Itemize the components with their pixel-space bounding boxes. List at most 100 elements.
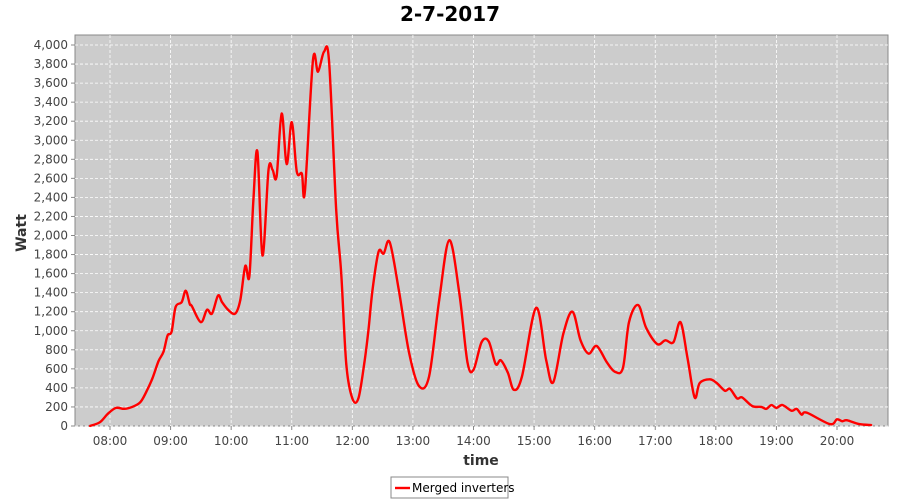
data-point [199,321,202,324]
y-tick-label: 1,000 [34,324,68,338]
y-tick-label: 4,000 [34,38,68,52]
data-point [340,272,343,275]
y-tick-label: 1,800 [34,248,68,262]
x-tick-label: 20:00 [820,434,855,448]
data-point [728,387,731,390]
y-axis-label: Watt [14,214,30,252]
x-tick-label: 15:00 [517,434,552,448]
data-point [741,396,744,399]
data-point [562,332,565,335]
data-point [217,294,220,297]
data-point [693,396,696,399]
data-point [605,361,608,364]
data-point [311,59,314,62]
y-tick-label: 1,600 [34,267,68,281]
y-tick-label: 1,200 [34,305,68,319]
series-points [88,50,873,427]
data-point [770,404,773,407]
data-point [686,357,689,360]
data-point [800,413,803,416]
legend: Merged inverters [390,476,515,499]
x-tick-label: 16:00 [577,434,612,448]
data-point [637,304,640,307]
x-tick-label: 18:00 [699,434,734,448]
data-point [275,175,278,178]
y-tick-label: 2,800 [34,152,68,166]
x-tick-label: 19:00 [759,434,794,448]
data-point [166,334,169,337]
y-tick-label: 600 [45,362,68,376]
y-tick-label: 800 [45,343,68,357]
x-tick-label: 08:00 [93,434,128,448]
data-point [248,275,251,278]
data-point [494,363,497,366]
data-point [438,299,441,302]
x-axis: 08:00 09:00 10:00 11:00 12:00 13:00 14:00 15:00… [93,426,855,448]
y-tick-label: 1,400 [34,286,68,300]
data-point [613,370,616,373]
data-point [841,420,844,423]
data-point [345,363,348,366]
x-axis-label: time [463,453,499,469]
data-point [151,377,154,380]
data-point [145,390,148,393]
data-point [480,341,483,344]
data-point [571,310,574,313]
data-point [290,121,293,124]
data-point [367,328,370,331]
data-point [828,423,831,426]
y-tick-label: 2,200 [34,209,68,223]
data-point [836,418,838,421]
data-point [261,254,264,257]
data-point [184,289,187,292]
data-point [256,150,259,153]
y-tick-label: 200 [45,400,68,414]
data-point [579,339,582,342]
data-point [285,163,288,166]
data-point [252,199,255,202]
data-point [587,352,590,355]
data-point [157,360,160,363]
x-tick-label: 10:00 [214,434,249,448]
data-point [190,304,193,307]
y-axis: 0 200 400 600 800 1,000 1,200 1,400 1,600 1,800 2,… [34,38,75,433]
data-point [765,407,768,410]
x-tick-label: 13:00 [396,434,431,448]
data-point [723,389,726,392]
data-point [371,288,374,291]
data-point [88,425,91,427]
y-tick-label: 2,600 [34,171,68,185]
data-point [708,378,711,381]
x-tick-label: 17:00 [638,434,673,448]
data-point [98,421,101,424]
data-point [499,359,502,362]
data-point [115,406,118,409]
data-point [805,411,808,414]
data-point [131,405,134,408]
data-point [870,424,873,427]
data-point [300,172,303,175]
data-point [363,361,366,364]
data-point [715,382,718,385]
data-point [351,397,354,400]
data-point [552,381,555,384]
data-point [397,288,400,291]
data-point [174,305,177,308]
data-point [656,343,659,346]
y-tick-label: 400 [45,381,68,395]
data-point [428,375,431,378]
data-point [466,361,469,364]
data-point [221,301,224,304]
y-tick-label: 2,000 [34,229,68,243]
data-point [180,301,183,304]
data-point [520,375,523,378]
data-point [645,326,648,329]
data-point [106,412,109,415]
data-point [417,384,420,387]
data-point [664,339,667,342]
x-tick-label: 11:00 [274,434,309,448]
data-point [512,388,515,391]
x-tick-label: 09:00 [153,434,188,448]
data-point [295,170,298,173]
data-point [795,407,798,410]
